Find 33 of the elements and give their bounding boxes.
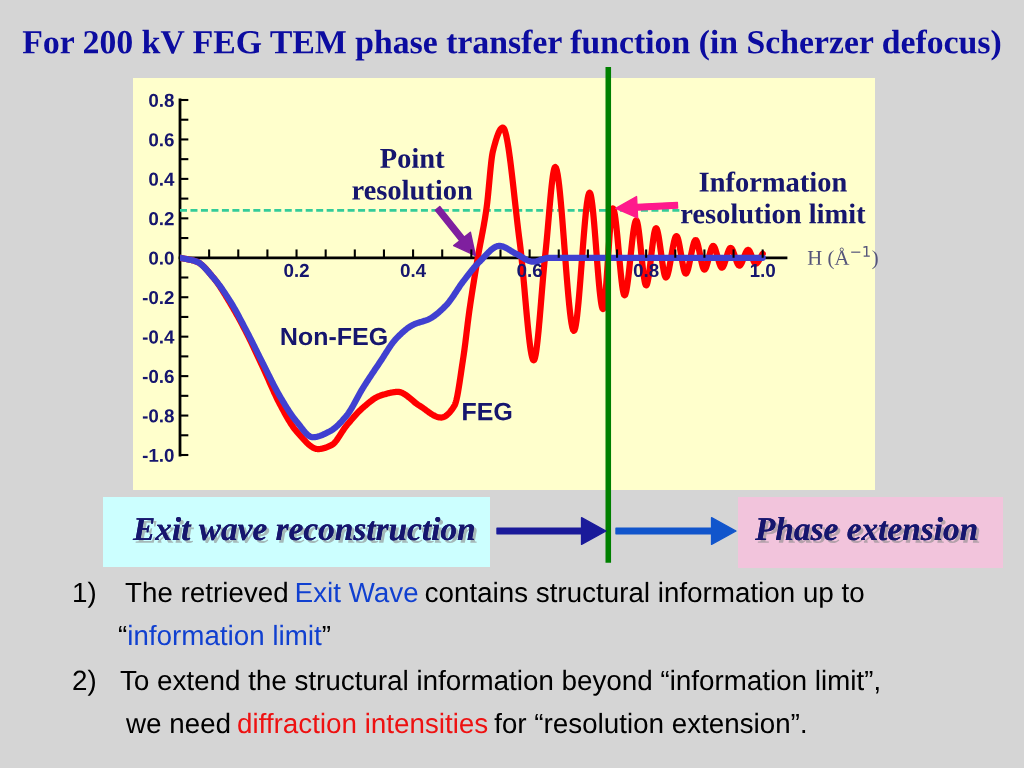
y-tick-label: 0.6 xyxy=(149,133,174,147)
y-tick-label: -0.4 xyxy=(142,330,175,344)
x-tick-label: 0.2 xyxy=(284,263,309,278)
text: ” xyxy=(322,625,330,633)
text: we need xyxy=(125,712,230,734)
text: 2) xyxy=(73,669,95,696)
text: contains structural information up to xyxy=(425,581,864,608)
y-tick-label: -0.2 xyxy=(142,290,174,305)
text: diffraction intensities xyxy=(238,712,488,734)
x-axis-title: H (Å$^{−1}$) xyxy=(807,246,878,270)
series-label: FEG xyxy=(463,402,512,421)
x-tick-label: 0.4 xyxy=(400,263,427,278)
text: information limit xyxy=(129,624,322,646)
annotation: Information resolution limit xyxy=(681,171,866,224)
x-tick-label: 1.0 xyxy=(750,263,775,278)
y-tick-label: 0.2 xyxy=(149,212,174,226)
text: The retrieved xyxy=(125,581,287,603)
y-tick-label: 0.8 xyxy=(149,93,174,107)
chart-title: For 200 kV FEG TEM phase transfer function (in Scherzer defocus) xyxy=(22,29,1001,61)
text: 1) xyxy=(74,581,95,608)
y-tick-label: -0.6 xyxy=(142,369,174,384)
y-tick-label: 0.4 xyxy=(149,172,175,186)
annotation: Point resolution xyxy=(352,147,473,200)
text: Exit wave reconstruction xyxy=(132,516,477,544)
text: Exit Wave xyxy=(296,581,418,603)
y-tick-label: 0.0 xyxy=(149,251,174,265)
text: To extend the structural information beyond “information limit”, xyxy=(120,669,879,696)
text: Phase extension xyxy=(754,516,980,544)
y-tick-label: -1.0 xyxy=(142,448,174,462)
text: “ xyxy=(119,625,127,633)
series-label: Non-FEG xyxy=(281,327,387,346)
text: for “resolution extension”. xyxy=(494,712,806,734)
y-tick-label: -0.8 xyxy=(142,409,174,423)
